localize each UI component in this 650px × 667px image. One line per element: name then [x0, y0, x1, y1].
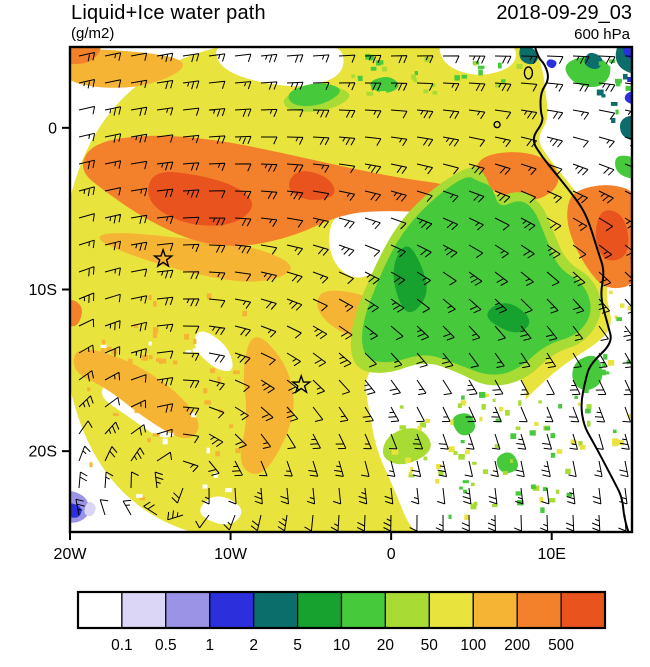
- colorbar-cell: [77, 591, 123, 629]
- star-marker: [290, 373, 312, 394]
- field-region-blue-east-edge: [624, 91, 632, 105]
- speckle-layer: [87, 53, 632, 520]
- colorbar-tick-label: 200: [504, 637, 530, 654]
- colorbar-cell: [253, 591, 299, 629]
- colorbar-cell: [472, 591, 518, 629]
- colorbar-cell: [340, 591, 387, 629]
- field-region-gold-arc-east: [240, 337, 294, 474]
- field-layer: [70, 47, 632, 532]
- colorbar-tick-label: 0.1: [111, 637, 133, 654]
- field-region-green-core-1: [393, 246, 427, 313]
- colorbar-cell: [121, 591, 167, 629]
- field-region-teal-coast-top: [519, 47, 539, 65]
- field-region-white-top-center: [216, 47, 344, 87]
- colorbar-cell: [560, 591, 606, 629]
- field-region-darkorange-core-east: [595, 210, 629, 261]
- colorbar-tick-label: 2: [249, 637, 258, 654]
- bioko-island: [523, 66, 534, 80]
- field-region-yellowgreen-bottom: [382, 428, 431, 465]
- plot-units: (g/m2): [71, 25, 115, 42]
- field-region-orange-west-edge: [70, 299, 82, 327]
- star-marker: [152, 247, 174, 268]
- wind-barbs: [75, 52, 632, 532]
- x-tick-label: 10E: [537, 546, 565, 563]
- field-region-gold-arc-west: [73, 349, 199, 439]
- x-tick-label: 20W: [54, 546, 88, 563]
- field-region-green-core-2: [487, 303, 530, 333]
- field-region-white-swirl-3: [200, 496, 242, 525]
- field-region-gold-topleft: [70, 49, 183, 88]
- field-region-white-swirl-2: [194, 331, 233, 372]
- colorbar-tick-label: 1: [205, 637, 214, 654]
- field-region-green-bottom-2: [496, 452, 518, 474]
- wind-barbs-layer: [75, 52, 632, 532]
- sao-tome-island: [493, 120, 501, 129]
- colorbar-cell: [428, 591, 474, 629]
- colorbar-tick-label: 500: [548, 637, 574, 654]
- field-region-blue-coast-top: [546, 59, 557, 69]
- x-tick-label: 0: [387, 546, 396, 563]
- colorbar-cell: [297, 591, 343, 629]
- plot-level: 600 hPa: [574, 26, 630, 43]
- colorbar-tick-label: 100: [460, 637, 486, 654]
- colorbar-cell: [516, 591, 562, 629]
- colorbar-cell: [165, 591, 211, 629]
- colorbar-tick-label: 0.5: [155, 637, 177, 654]
- x-tick-label: 10W: [214, 546, 248, 563]
- geography-layer: [493, 47, 630, 532]
- field-region-orange-topleft-corner: [70, 47, 101, 65]
- map-frame: [68, 45, 634, 534]
- plot-datetime: 2018-09-29_03: [496, 2, 632, 24]
- colorbar-tick-label: 5: [293, 637, 302, 654]
- colorbar-cell: [209, 591, 255, 629]
- field-region-green-top-1: [288, 83, 340, 107]
- colorbar-tick-label: 50: [421, 637, 439, 654]
- y-tick-label: 0: [48, 120, 57, 137]
- colorbar-tick-label: 20: [377, 637, 395, 654]
- field-region-lavender-southwest: [84, 501, 96, 517]
- field-region-green-east-edge: [615, 155, 632, 179]
- field-region-darkorange-core-west: [148, 171, 253, 226]
- field-region-green-bottom-1: [452, 413, 476, 436]
- plot-title: Liquid+Ice water path: [71, 2, 266, 24]
- y-tick-label: 10S: [29, 282, 57, 299]
- axes: 20W 10W 0 10E 0 10S 20S: [29, 120, 566, 563]
- colorbar-cell: [384, 591, 430, 629]
- colorbar-tick-label: 10: [333, 637, 351, 654]
- field-region-gold-band-south: [99, 233, 291, 282]
- colorbar: 0.1 0.5 1 2 5 10 20 50 100 200 500: [76, 590, 607, 654]
- y-tick-label: 20S: [29, 444, 57, 461]
- colorbar-frame: [76, 590, 607, 630]
- africa-coastline: [532, 47, 630, 532]
